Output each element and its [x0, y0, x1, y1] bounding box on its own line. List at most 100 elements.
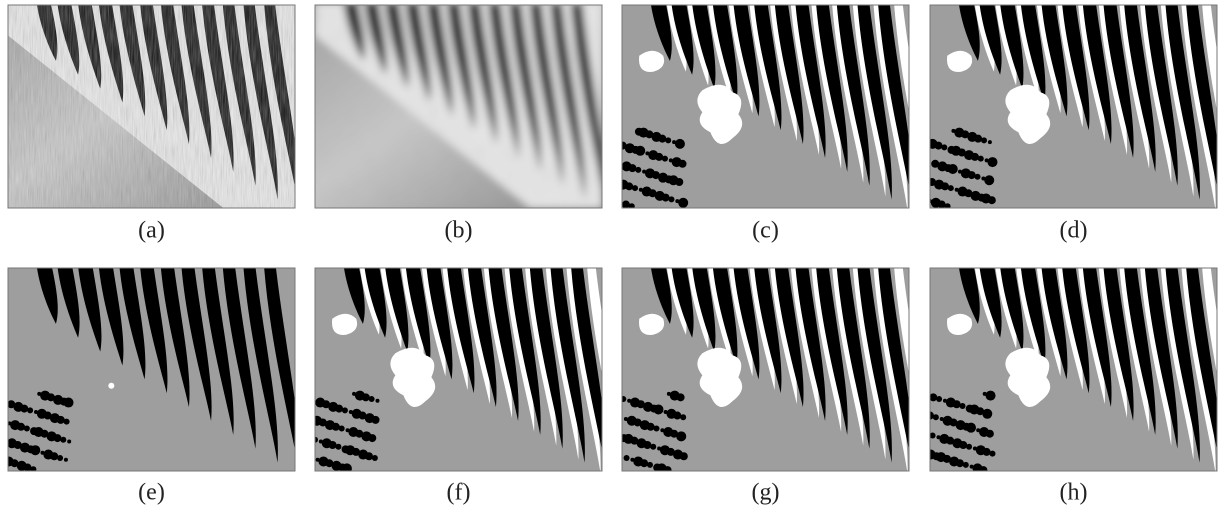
dark-speck — [11, 403, 15, 407]
dark-speck — [365, 413, 375, 423]
dark-speck — [936, 435, 940, 439]
dark-speck — [40, 451, 44, 455]
dark-speck — [14, 462, 18, 466]
dark-speck — [34, 410, 38, 414]
dark-speck — [667, 392, 671, 396]
dark-speck — [630, 458, 634, 462]
dark-speck — [979, 410, 983, 414]
dark-speck — [633, 456, 643, 466]
panel-image — [305, 0, 612, 218]
panel-label: (c) — [752, 218, 779, 244]
dark-speck — [663, 427, 673, 437]
dark-speck — [30, 427, 38, 435]
dark-speck — [979, 427, 989, 437]
dark-speck — [635, 128, 643, 136]
dark-speck — [47, 431, 57, 441]
dark-speck — [322, 421, 326, 425]
dark-speck — [966, 405, 974, 413]
dark-speck — [660, 445, 670, 455]
dark-speck — [348, 427, 358, 437]
dark-speck — [37, 409, 47, 419]
panel — [618, 3, 930, 218]
dark-speck — [666, 409, 676, 419]
image-content — [926, 266, 1224, 481]
dark-speck — [947, 146, 955, 154]
dark-speck — [988, 140, 992, 144]
white-speck — [108, 383, 114, 389]
panel-image — [620, 266, 930, 481]
dark-speck — [648, 150, 658, 160]
dark-speck — [987, 157, 997, 167]
dark-speck — [620, 434, 628, 442]
dark-speck — [640, 420, 650, 430]
image-content — [4, 266, 300, 477]
dark-speck — [954, 128, 964, 138]
dark-speck — [40, 391, 50, 401]
dark-speck — [637, 421, 641, 425]
dark-speck — [943, 399, 947, 403]
dark-speck — [657, 446, 661, 450]
dark-speck — [315, 419, 321, 425]
panel — [928, 3, 1224, 218]
dark-speck — [982, 409, 992, 419]
dark-speck — [355, 391, 365, 401]
dark-speck — [675, 199, 679, 203]
dark-speck — [67, 440, 71, 444]
image-content — [312, 266, 623, 481]
dark-speck — [928, 139, 938, 149]
image-content — [620, 266, 930, 481]
dark-speck — [664, 410, 668, 414]
dark-speck — [43, 450, 53, 460]
dark-speck — [375, 399, 379, 403]
dark-speck — [331, 461, 341, 471]
dark-speck — [670, 391, 680, 401]
dark-speck — [964, 133, 968, 137]
dark-speck — [316, 458, 320, 462]
panel-image — [4, 266, 300, 477]
dark-speck — [943, 416, 953, 426]
dark-speck — [986, 391, 996, 401]
dark-speck — [319, 400, 325, 406]
dark-speck — [645, 168, 655, 178]
dark-speck — [682, 163, 686, 167]
dark-speck — [658, 173, 668, 183]
dark-speck — [652, 192, 656, 196]
dark-speck — [655, 191, 665, 201]
panel-label: (f) — [447, 480, 471, 506]
panel — [312, 266, 623, 481]
dark-speck — [976, 428, 980, 432]
dark-speck — [643, 402, 653, 412]
panel — [620, 266, 930, 481]
dark-speck — [934, 180, 944, 190]
dark-speck — [620, 396, 626, 402]
dark-speck — [976, 445, 986, 455]
image-content — [0, 0, 305, 218]
dark-speck — [673, 450, 683, 460]
dark-speck — [44, 433, 48, 437]
dark-speck — [653, 464, 661, 472]
dark-speck — [624, 455, 630, 461]
dark-speck — [931, 198, 941, 208]
page: {"panels": [ {"label": "(a)"}, {"label":… — [0, 0, 1224, 511]
dark-speck — [649, 133, 653, 137]
figure: (a)(b)(c)(d)(e)(f)(g)(h) — [0, 0, 1224, 511]
dark-speck — [622, 161, 632, 171]
panel-label: (b) — [445, 218, 473, 244]
dark-speck — [645, 151, 649, 155]
dark-speck — [342, 445, 350, 453]
panel-label: (e) — [138, 480, 165, 506]
dark-speck — [325, 420, 335, 430]
dark-speck — [940, 417, 944, 421]
dark-speck — [10, 420, 20, 430]
dark-speck — [352, 409, 362, 419]
dark-speck — [639, 188, 643, 192]
dark-speck — [642, 187, 652, 197]
dark-speck — [949, 440, 953, 444]
dark-speck — [625, 143, 635, 153]
dark-speck — [630, 398, 640, 408]
dark-speck — [349, 410, 353, 414]
dark-speck — [988, 178, 994, 184]
dark-speck — [952, 438, 962, 448]
dark-speck — [973, 463, 983, 473]
panel-image — [0, 0, 305, 218]
